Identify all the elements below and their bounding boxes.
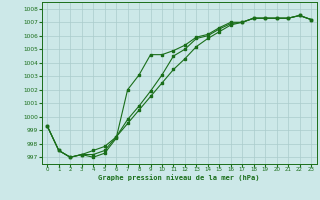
X-axis label: Graphe pression niveau de la mer (hPa): Graphe pression niveau de la mer (hPa) [99,175,260,181]
